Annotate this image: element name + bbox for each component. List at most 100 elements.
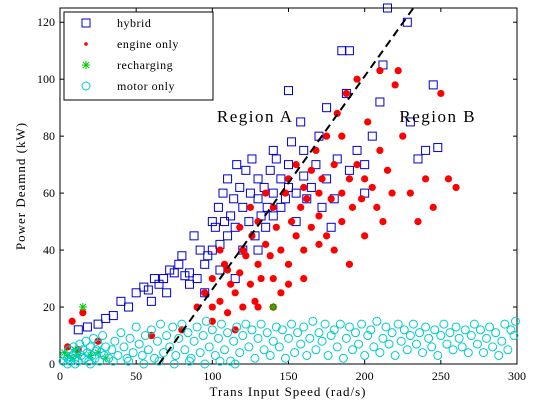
data-point-hybrid (218, 188, 228, 198)
data-point-hybrid (207, 217, 217, 227)
data-point-engine-only (376, 146, 384, 154)
data-point-motor-only (299, 322, 309, 332)
data-point-motor-only (311, 345, 321, 355)
y-tick-label: 40 (43, 243, 55, 257)
data-point-motor-only (475, 325, 485, 335)
data-point-motor-only (259, 345, 269, 355)
data-point-hybrid (82, 322, 92, 332)
data-point-motor-only (387, 328, 397, 338)
data-point-motor-only (390, 350, 400, 360)
data-point-motor-only (216, 319, 226, 329)
data-point-recharging (269, 303, 278, 312)
data-point-motor-only (314, 328, 324, 338)
legend-label-hybrid: hybrid (117, 16, 151, 30)
data-point-hybrid (238, 202, 248, 212)
axis-ticks: 0 50 100 150 200 250 300 0 20 40 60 80 100 120 (37, 8, 526, 383)
data-point-motor-only (369, 342, 379, 352)
data-point-hybrid (287, 137, 297, 147)
data-point-motor-only (152, 336, 162, 346)
data-point-hybrid (306, 182, 316, 192)
data-point-engine-only (399, 132, 407, 140)
data-point-engine-only (422, 175, 430, 183)
data-point-engine-only (406, 189, 414, 197)
data-point-motor-only (192, 322, 202, 332)
data-point-hybrid (296, 117, 306, 127)
y-tick-label: 80 (43, 129, 55, 143)
data-point-engine-only (361, 175, 369, 183)
data-point-hybrid (253, 245, 263, 255)
data-point-hybrid (207, 245, 217, 255)
data-point-hybrid (322, 103, 332, 113)
data-point-engine-only (277, 246, 285, 254)
data-point-motor-only (415, 328, 425, 338)
data-point-motor-only (183, 328, 193, 338)
data-point-hybrid (268, 211, 278, 221)
y-tick-label: 20 (43, 300, 55, 314)
data-point-hybrid (162, 288, 172, 298)
data-point-motor-only (92, 345, 102, 355)
data-point-motor-only (320, 319, 330, 329)
data-point-hybrid (195, 245, 205, 255)
data-point-motor-only (215, 356, 225, 366)
data-point-hybrid (184, 279, 194, 289)
data-point-motor-only (116, 328, 126, 338)
data-point-motor-only (293, 328, 303, 338)
data-point-motor-only (108, 356, 118, 366)
data-point-motor-only (131, 322, 141, 332)
x-tick-label: 250 (432, 369, 450, 383)
data-point-engine-only (257, 274, 265, 283)
data-point-hybrid (230, 274, 240, 284)
data-point-hybrid (253, 174, 263, 184)
data-point-motor-only (78, 345, 88, 355)
data-point-engine-only (303, 195, 311, 203)
data-point-motor-only (171, 350, 181, 360)
data-point-motor-only (137, 350, 147, 360)
data-point-hybrid (215, 265, 225, 275)
data-point-hybrid (299, 171, 309, 181)
legend-label-engine-only: engine only (117, 37, 179, 51)
data-point-motor-only (200, 359, 210, 369)
data-point-motor-only (143, 345, 153, 355)
data-point-engine-only (330, 161, 338, 169)
data-point-motor-only (162, 331, 172, 341)
data-point-engine-only (223, 309, 232, 317)
data-point-motor-only (396, 336, 406, 346)
data-point-motor-only (139, 359, 149, 369)
data-point-engine-only (216, 246, 224, 254)
data-point-motor-only (125, 333, 135, 343)
data-point-engine-only (292, 161, 300, 169)
data-point-motor-only (113, 350, 123, 360)
data-point-motor-only (128, 348, 138, 358)
data-point-motor-only (411, 339, 421, 349)
dot-marker-icon (84, 42, 88, 46)
data-point-motor-only (81, 336, 91, 346)
data-point-motor-only (67, 350, 77, 360)
data-point-motor-only (95, 356, 105, 366)
data-point-engine-only (429, 203, 437, 211)
data-point-hybrid (159, 274, 169, 284)
data-point-motor-only (201, 316, 211, 326)
data-point-engine-only (277, 289, 285, 297)
data-point-motor-only (457, 342, 467, 352)
data-point-engine-only (272, 223, 280, 231)
data-point-motor-only (207, 325, 217, 335)
data-point-engine-only (284, 260, 293, 268)
data-point-engine-only (269, 274, 277, 283)
data-point-motor-only (451, 322, 461, 332)
data-point-motor-only (198, 331, 208, 341)
data-point-motor-only (463, 348, 473, 358)
x-tick-label: 200 (356, 369, 374, 383)
data-point-motor-only (93, 339, 103, 349)
data-point-hybrid (247, 154, 257, 164)
data-point-motor-only (469, 319, 479, 329)
data-point-engine-only (373, 203, 381, 211)
data-point-recharging (68, 354, 77, 363)
data-point-motor-only (76, 350, 86, 360)
data-point-hybrid (253, 194, 263, 204)
data-point-engine-only (236, 223, 244, 231)
data-point-motor-only (165, 342, 175, 352)
data-point-motor-only (195, 348, 205, 358)
data-point-motor-only (82, 348, 92, 358)
data-point-hybrid (245, 188, 255, 198)
data-point-motor-only (509, 331, 519, 341)
